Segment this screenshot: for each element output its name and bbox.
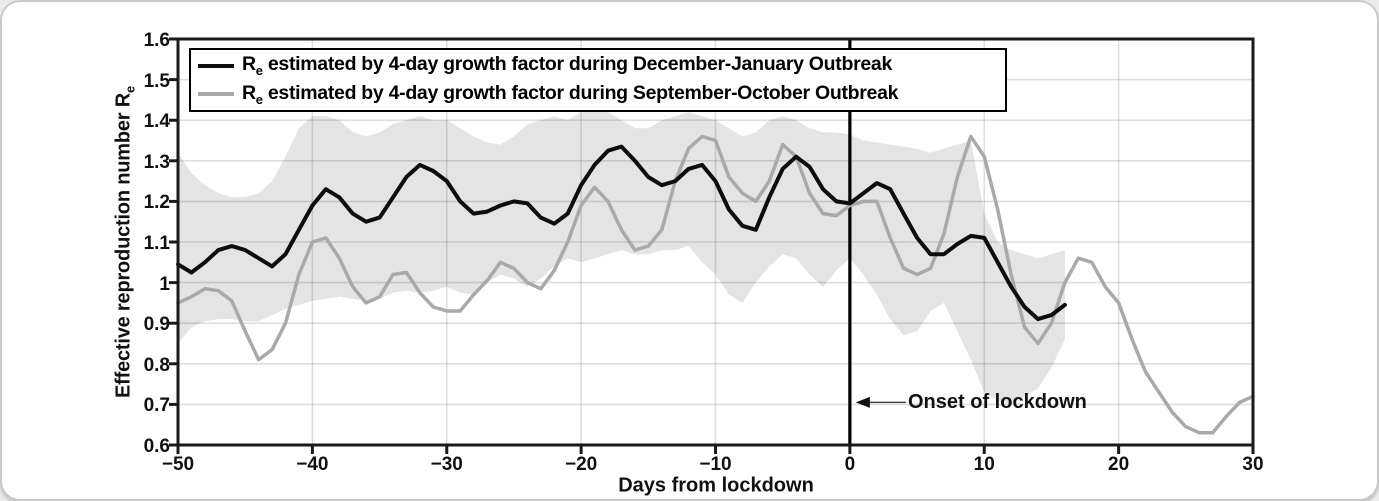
y-tick-label: 1.2 xyxy=(143,192,170,214)
legend: Re estimated by 4-day growth factor duri… xyxy=(189,48,1007,112)
y-tick-label: 0.6 xyxy=(143,436,170,457)
y-tick-label: 1.3 xyxy=(143,151,170,173)
series-line-sep-oct xyxy=(176,134,1255,435)
y-tick-label: 1.5 xyxy=(143,70,170,92)
x-tick-label: 10 xyxy=(973,454,995,475)
lockdown-annotation-text: Onset of lockdown xyxy=(908,391,1087,413)
y-tick-label: 0.8 xyxy=(143,354,170,376)
legend-line-sample-gray xyxy=(198,92,234,97)
y-tick-label: 1.6 xyxy=(143,30,170,51)
legend-label-sep-oct: Re estimated by 4-day growth factor duri… xyxy=(242,81,899,107)
annotation-arrow-head xyxy=(855,396,870,408)
y-tick-label: 1.4 xyxy=(143,111,170,133)
y-tick-label: 0.9 xyxy=(143,314,170,336)
x-tick-label: −10 xyxy=(699,454,732,475)
x-axis-label: Days from lockdown xyxy=(618,474,814,497)
legend-label-dec-jan: Re estimated by 4-day growth factor duri… xyxy=(242,53,893,79)
confidence-band xyxy=(178,112,1065,405)
x-tick-label: −20 xyxy=(565,454,598,475)
x-tick-label: 20 xyxy=(1108,454,1130,475)
y-axis-label: Effective reproduction number Re xyxy=(112,86,138,398)
x-tick-label: 30 xyxy=(1242,454,1264,475)
x-tick-label: −50 xyxy=(161,454,195,475)
x-tick-label: −30 xyxy=(430,454,463,475)
y-tick-label: 1 xyxy=(159,273,170,295)
legend-line-sample-black xyxy=(198,63,234,68)
x-tick-label: −40 xyxy=(296,454,329,475)
y-tick-label: 0.7 xyxy=(143,395,170,417)
y-tick-label: 1.1 xyxy=(143,233,170,254)
x-tick-label: 0 xyxy=(844,454,856,475)
series-line-dec-jan xyxy=(176,144,1067,322)
legend-item-sep-oct: Re estimated by 4-day growth factor duri… xyxy=(198,82,1005,107)
legend-item-dec-jan: Re estimated by 4-day growth factor duri… xyxy=(198,53,1005,78)
